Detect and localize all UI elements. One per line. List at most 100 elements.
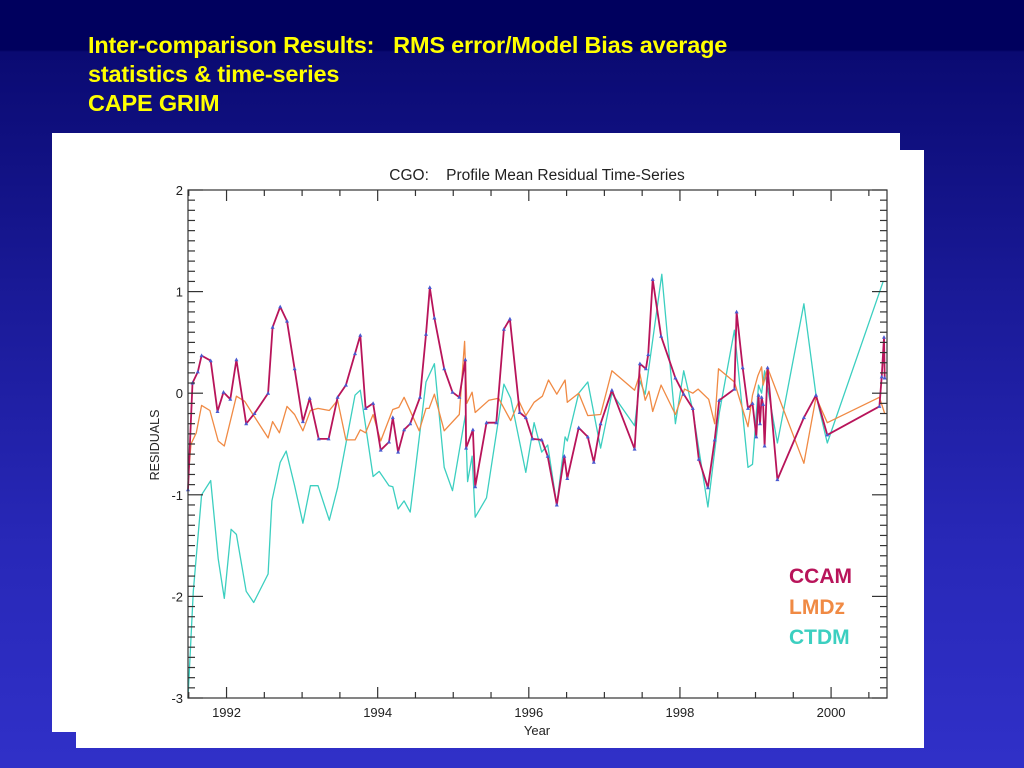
series-marker-ccam (266, 391, 271, 395)
legend-entry-ccam: CCAM (789, 565, 852, 588)
series-marker-ccam (814, 393, 818, 397)
series-marker-ccam (712, 437, 717, 442)
series-marker-ccam (234, 357, 239, 362)
series-marker-ccam (427, 285, 432, 289)
series-marker-ccam (530, 436, 535, 441)
series-marker-ccam (632, 446, 637, 451)
series-marker-ccam (292, 366, 297, 371)
series-marker-ccam (353, 351, 357, 356)
series-marker-ccam (585, 434, 590, 439)
series-marker-ccam (609, 388, 614, 392)
slide-title-line-1: Inter-comparison Results: RMS error/Mode… (88, 32, 728, 58)
series-marker-ccam (402, 427, 407, 432)
series-marker-ccam (199, 353, 204, 358)
series-marker-ccam (252, 411, 257, 415)
series-marker-ccam (300, 419, 305, 424)
series-marker-ccam (378, 447, 383, 452)
chart-title: CGO: Profile Mean Residual Time-Series (389, 167, 685, 184)
series-marker-ccam (740, 365, 745, 370)
series-marker-ccam (565, 476, 570, 480)
series-marker-ccam (765, 365, 770, 370)
series-marker-ccam (598, 421, 603, 426)
series-line-ccam (187, 278, 886, 506)
series-marker-ccam (358, 333, 363, 337)
series-marker-ccam (576, 425, 581, 430)
series-marker-ccam (432, 315, 437, 320)
legend-entry-ctdm: CTDM (789, 626, 850, 649)
series-marker-ccam (450, 390, 455, 394)
series-line-lmdz (187, 340, 886, 480)
series-marker-ccam (335, 395, 340, 399)
series-marker-ccam (775, 477, 780, 482)
y-tick-label: 2 (176, 183, 183, 198)
series-marker-ccam (643, 366, 648, 371)
series-marker-ccam (659, 334, 664, 338)
series-marker-ccam (228, 397, 233, 401)
series-marker-ccam (761, 402, 766, 406)
series-marker-ccam (408, 421, 413, 426)
series-marker-ccam (221, 390, 226, 394)
series-marker-ccam (762, 443, 767, 448)
series-marker-ccam (463, 357, 468, 362)
series-marker-ccam (523, 415, 528, 420)
series-marker-ccam (539, 437, 544, 442)
series-marker-ccam (270, 325, 275, 329)
series-marker-ccam (646, 352, 651, 357)
series-marker-ccam (882, 375, 887, 380)
series-marker-ccam (343, 382, 348, 387)
series-marker-ccam (278, 304, 283, 309)
y-tick-label: -1 (171, 488, 183, 503)
series-marker-ccam (554, 502, 559, 507)
series-marker-ccam (390, 415, 395, 420)
series-marker-ccam (750, 401, 755, 405)
series-marker-ccam (507, 316, 512, 321)
series-marker-ccam (484, 420, 489, 425)
series-marker-ccam (464, 445, 469, 450)
series-marker-ccam (307, 396, 312, 400)
series-marker-ccam (418, 395, 422, 399)
series-marker-ccam (316, 436, 321, 441)
series-marker-ccam (208, 358, 213, 363)
legend-entry-lmdz: LMDz (789, 595, 845, 619)
series-marker-ccam (326, 436, 331, 441)
series-marker-ccam (396, 449, 401, 454)
slide-title: Inter-comparison Results: RMS error/Mode… (88, 31, 968, 118)
series-marker-ccam (650, 277, 655, 281)
series-marker-ccam (696, 457, 701, 461)
series-marker-ccam (681, 392, 686, 396)
series-marker-ccam (801, 415, 806, 420)
series-marker-ccam (637, 361, 642, 366)
series-marker-ccam (734, 309, 739, 314)
series-marker-ccam (457, 395, 462, 399)
series-marker-ccam (591, 460, 596, 464)
slide-title-line-3: CAPE GRIM (88, 90, 220, 116)
series-marker-ccam (215, 409, 220, 413)
series-marker-ccam (470, 427, 475, 432)
series-marker-ccam (244, 421, 249, 426)
series-marker-ccam (363, 406, 368, 410)
series-marker-ccam (285, 318, 289, 323)
series-marker-ccam (756, 393, 761, 397)
series-marker-ccam (705, 485, 710, 490)
chart-panel (76, 150, 924, 748)
series-marker-ccam (825, 432, 830, 437)
x-tick-label: 1996 (514, 705, 543, 720)
series-marker-ccam (879, 374, 884, 379)
series-marker-ccam (732, 386, 737, 391)
slide-title-line-2: statistics & time-series (88, 61, 340, 87)
x-tick-label: 1998 (665, 705, 694, 720)
x-tick-label: 2000 (817, 705, 846, 720)
y-axis-label: RESIDUALS (148, 410, 162, 481)
y-tick-label: -3 (171, 691, 183, 706)
series-marker-ccam (545, 454, 550, 458)
series-marker-ccam (424, 332, 428, 336)
series-marker-ccam (690, 406, 695, 410)
x-tick-label: 1992 (212, 705, 241, 720)
y-tick-label: 0 (176, 386, 183, 401)
series-marker-ccam (371, 401, 376, 405)
series-marker-ccam (442, 366, 447, 371)
series-marker-ccam (758, 421, 762, 426)
series-marker-ccam (877, 404, 882, 408)
series-marker-ccam (882, 335, 886, 339)
